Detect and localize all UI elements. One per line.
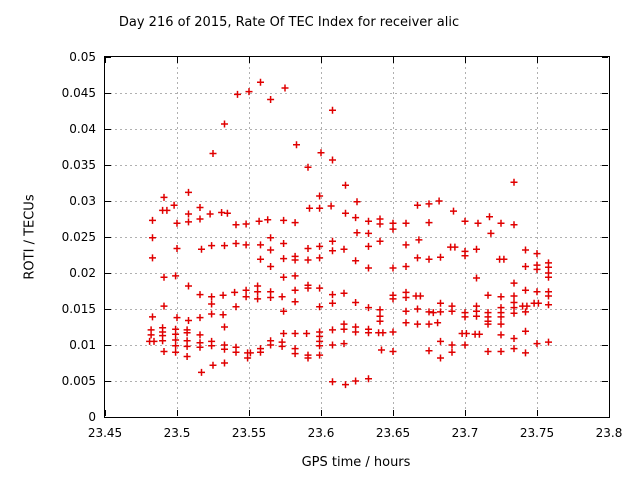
x-tick-label: 23.45 [88, 426, 122, 440]
y-tick-label: 0.035 [62, 158, 96, 172]
x-tick-label: 23.75 [520, 426, 554, 440]
x-tick-label: 23.5 [164, 426, 191, 440]
y-tick-label: 0.005 [62, 374, 96, 388]
y-tick-label: 0.045 [62, 86, 96, 100]
scatter-points [146, 78, 552, 389]
x-tick-label: 23.55 [232, 426, 266, 440]
y-tick-label: 0.015 [62, 302, 96, 316]
y-tick-label: 0.05 [69, 50, 96, 64]
y-tick-label: 0.04 [69, 122, 96, 136]
chart-title: Day 216 of 2015, Rate Of TEC Index for r… [118, 15, 460, 30]
y-tick-label: 0 [88, 410, 96, 424]
x-tick-label: 23.7 [452, 426, 479, 440]
y-tick-label: 0.02 [69, 266, 96, 280]
x-tick-label: 23.8 [596, 426, 623, 440]
plot-border [104, 56, 610, 418]
y-tick-label: 0.025 [62, 230, 96, 244]
x-tick-label: 23.65 [376, 426, 410, 440]
y-axis-label: ROTI / TECUs [22, 194, 38, 280]
y-tick-label: 0.01 [69, 338, 96, 352]
x-tick-label: 23.6 [308, 426, 335, 440]
y-tick-label: 0.03 [69, 194, 96, 208]
x-axis-label: GPS time / hours [301, 455, 411, 470]
